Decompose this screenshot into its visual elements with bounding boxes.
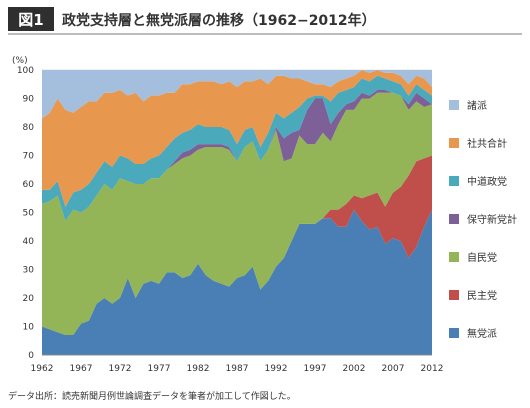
x-tick-label: 1997 — [304, 364, 327, 374]
y-tick-label: 40 — [23, 237, 35, 247]
series-area-自民党 — [42, 92, 432, 336]
legend-label: 諸派 — [467, 99, 487, 112]
y-tick-label: 90 — [23, 95, 35, 105]
series-area-保守新党計 — [42, 89, 432, 222]
legend-label: 中道政党 — [467, 175, 507, 188]
series-area-中道政党 — [42, 75, 432, 222]
x-tick-label: 1972 — [109, 364, 132, 374]
y-tick-label: 60 — [23, 180, 35, 190]
legend-label: 保守新党計 — [467, 213, 517, 226]
y-tick-label: 50 — [23, 209, 35, 219]
legend-label: 自民党 — [467, 251, 497, 264]
x-tick-label: 1962 — [31, 364, 54, 374]
source-note: データ出所：読売新聞月例世論調査データを筆者が加工して作図した。 — [8, 390, 296, 402]
y-tick-label: 10 — [23, 323, 35, 333]
x-tick-label: 1982 — [187, 364, 210, 374]
y-tick-label: 100 — [17, 66, 34, 76]
x-tick-label: 2002 — [343, 364, 366, 374]
y-tick-label: 70 — [23, 152, 35, 162]
y-tick-label: 0 — [28, 351, 34, 361]
legend-label: 民主党 — [467, 289, 497, 302]
x-tick-label: 2012 — [421, 364, 444, 374]
legend-swatch — [449, 100, 459, 110]
legend-swatch — [449, 290, 459, 300]
legend-swatch — [449, 214, 459, 224]
x-tick-label: 1987 — [226, 364, 249, 374]
y-tick-label: 20 — [23, 294, 35, 304]
legend-swatch — [449, 138, 459, 148]
series-area-社共合計 — [42, 70, 432, 207]
legend-label: 無党派 — [467, 327, 497, 340]
x-tick-label: 1977 — [148, 364, 171, 374]
figure-badge-bg — [8, 7, 54, 31]
figure-badge: 図1 — [18, 11, 43, 29]
series-area-無党派 — [42, 209, 432, 355]
x-tick-label: 1967 — [70, 364, 93, 374]
x-tick-label: 2007 — [382, 364, 405, 374]
legend-swatch — [449, 176, 459, 186]
y-tick-label: 80 — [23, 123, 35, 133]
legend-swatch — [449, 252, 459, 262]
x-tick-label: 1992 — [265, 364, 288, 374]
series-area-諸派 — [42, 70, 432, 119]
y-unit-label: (%) — [12, 56, 28, 66]
chart-title: 政党支持層と無党派層の推移（1962−2012年） — [62, 12, 376, 29]
legend-label: 社共合計 — [467, 137, 507, 150]
legend-swatch — [449, 328, 459, 338]
y-tick-label: 30 — [23, 266, 35, 276]
